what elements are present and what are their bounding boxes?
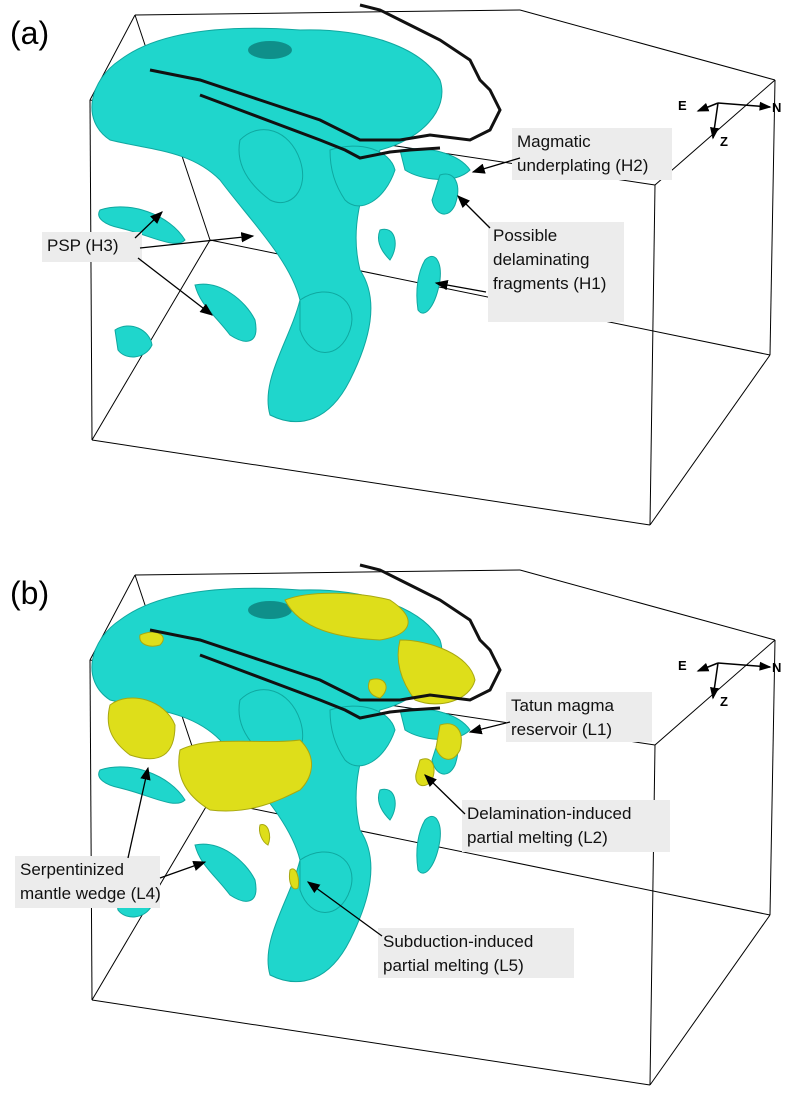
cyan-body (378, 789, 395, 820)
compass (698, 663, 770, 698)
compass (698, 103, 770, 138)
compass-label: N (772, 100, 781, 115)
compass-arrow (718, 103, 770, 107)
compass-label: E (678, 658, 687, 673)
box-edge (650, 745, 655, 1085)
box-edge (90, 660, 92, 1000)
annotation-text: delaminating (493, 250, 589, 269)
annotation-text: partial melting (L2) (467, 828, 608, 847)
cyan-top (248, 41, 292, 59)
box-edge (135, 10, 520, 15)
annotation-text: Tatun magma (511, 696, 615, 715)
box-edge (650, 915, 770, 1085)
compass-label: E (678, 98, 687, 113)
annotation-text: Delamination-induced (467, 804, 631, 823)
cyan-body (195, 844, 256, 901)
cyan-body (432, 174, 458, 214)
annotation-text: underplating (H2) (517, 156, 648, 175)
annotation-text: PSP (H3) (47, 236, 119, 255)
cyan-body (115, 326, 152, 357)
annotation-text: reservoir (L1) (511, 720, 612, 739)
annotation-text: fragments (H1) (493, 274, 606, 293)
panel-label: (a) (10, 15, 49, 51)
cyan-body (417, 816, 441, 873)
panel-label: (b) (10, 575, 49, 611)
annotation-text: Subduction-induced (383, 932, 533, 951)
cyan-body (378, 229, 395, 260)
box-edge (92, 440, 650, 525)
compass-label: N (772, 660, 781, 675)
compass-arrow (698, 103, 718, 111)
annotation-text: partial melting (L5) (383, 956, 524, 975)
annotation-arrow (458, 196, 490, 228)
annotation-text: mantle wedge (L4) (20, 884, 161, 903)
cyan-body (400, 149, 470, 180)
figure: (a) E N Z Magmatic underplating (H2) PSP (H3) P… (0, 0, 806, 1114)
cyan-top (248, 601, 292, 619)
box-edge (655, 640, 775, 745)
compass-label: Z (720, 134, 728, 149)
box-edge (650, 355, 770, 525)
cyan-body (417, 256, 441, 313)
yellow-body (140, 632, 163, 646)
panel: (a) E N Z Magmatic underplating (H2) PSP (H3) P… (10, 5, 781, 525)
yellow-body (259, 825, 269, 845)
panel: (b) E N Z Tatun magma reservoir (L1) Delaminat… (10, 565, 781, 1085)
compass-arrow (713, 103, 718, 138)
box-edge (92, 1000, 650, 1085)
annotation-text: Possible (493, 226, 557, 245)
box-edge (655, 80, 775, 185)
box-edge (520, 570, 775, 640)
box-edge (90, 100, 92, 440)
compass-label: Z (720, 694, 728, 709)
annotation-text: Serpentinized (20, 860, 124, 879)
cyan-body (195, 284, 256, 341)
compass-arrow (718, 663, 770, 667)
annotation-arrow (425, 775, 465, 814)
box-edge (770, 80, 775, 355)
box-edge (650, 185, 655, 525)
annotation-arrow (160, 862, 205, 878)
annotation-arrow (470, 722, 510, 732)
box-edge (520, 10, 775, 80)
annotation-text: Magmatic (517, 132, 591, 151)
box-edge (770, 640, 775, 915)
box-edge (135, 570, 520, 575)
compass-arrow (698, 663, 718, 671)
yellow-body (436, 724, 461, 760)
compass-arrow (713, 663, 718, 698)
